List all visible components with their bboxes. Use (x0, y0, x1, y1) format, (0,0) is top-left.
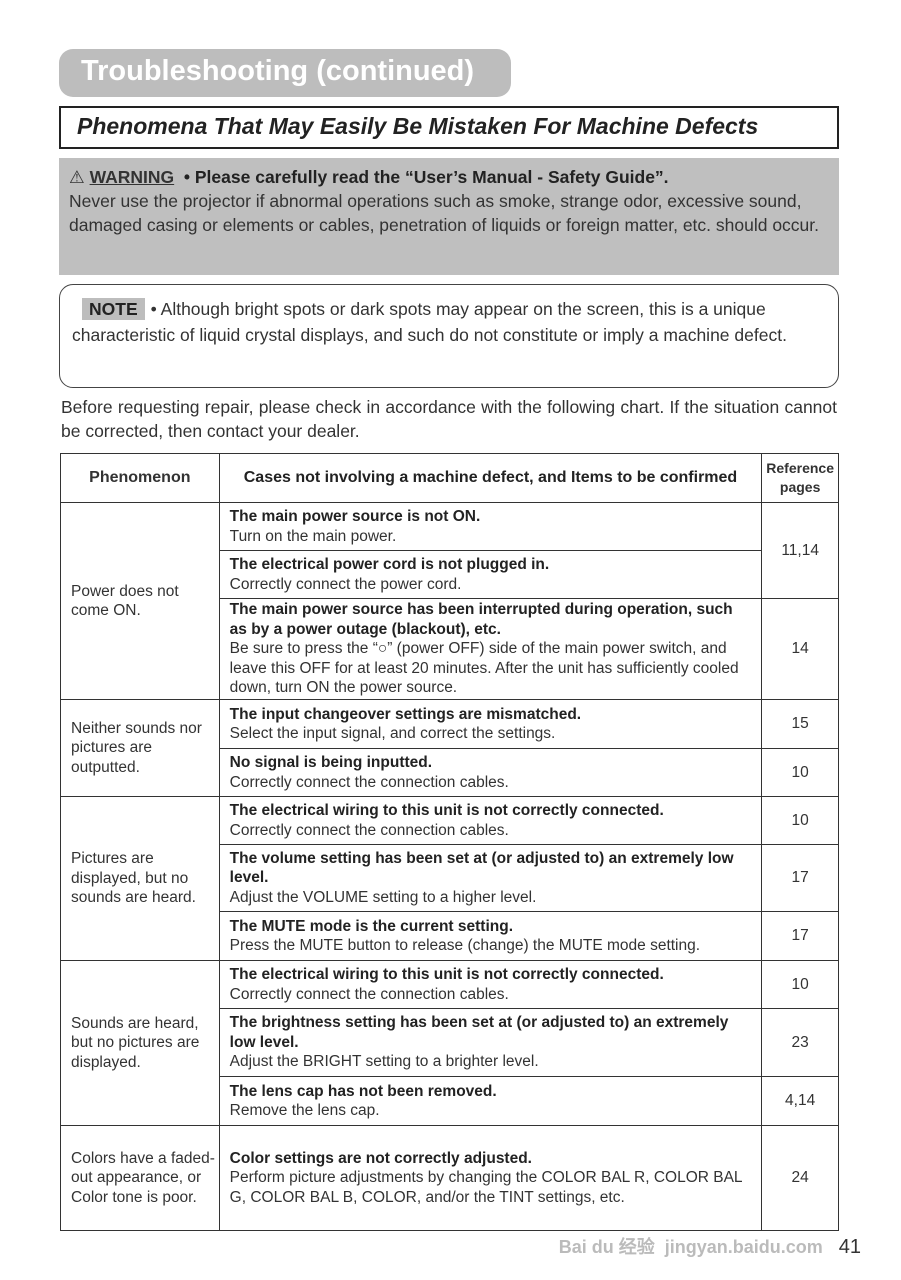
warning-lead: • Please carefully read the “User’s Manu… (183, 167, 669, 187)
table-row: The brightness setting has been set at (… (61, 1008, 839, 1077)
case-text: Remove the lens cap. (229, 1102, 380, 1119)
watermark-logo-text: Bai du 经验 (558, 1237, 655, 1257)
case-cell: The MUTE mode is the current setting. Pre… (218, 911, 763, 961)
reference-cell: 24 (761, 1125, 839, 1231)
intro-paragraph: Before requesting repair, please check i… (61, 397, 837, 441)
reference-cell: 15 (761, 699, 839, 749)
lower-section: Phenomenon Cases not involving a machine… (60, 453, 861, 1259)
case-cell: The volume setting has been set at (or a… (218, 844, 763, 912)
reference-cell: 14 (761, 598, 839, 700)
section-subtitle: Phenomena That May Easily Be Mistaken Fo… (59, 106, 839, 149)
table-row: The MUTE mode is the current setting. Pre… (61, 911, 839, 961)
reference-cell: 4,14 (761, 1076, 839, 1126)
case-text: Correctly connect the connection cables. (229, 985, 509, 1003)
reference-cell: 10 (761, 796, 839, 845)
table-row: Colors have a faded- out appearance, or … (60, 1125, 839, 1231)
case-cell: The electrical wiring to this unit is no… (218, 796, 763, 845)
case-text: Adjust the BRIGHT setting to a brighter … (229, 1053, 539, 1071)
phenomenon-cell: Pictures are displayed, but no sounds ar… (60, 796, 220, 961)
table-row: Pictures are displayed, but no sounds ar… (60, 796, 839, 961)
table-row: The lens cap has not been removed. Remove… (61, 1076, 839, 1126)
phenomenon-cell: Sounds are heard, but no pictures are di… (60, 960, 220, 1126)
case-text: Perform picture adjustments by changing … (229, 1169, 742, 1206)
warning-label: WARNING (89, 167, 175, 187)
note-label: NOTE (82, 298, 145, 320)
case-title: The MUTE mode is the current setting. (229, 917, 514, 935)
table-row: Power does not come ON. The main power so… (60, 502, 839, 700)
table-row: The electrical power cord is not plugged… (61, 550, 839, 599)
table-row: The main power source has been interrupt… (61, 598, 839, 700)
troubleshooting-table: Phenomenon Cases not involving a machine… (60, 453, 839, 1231)
watermark-logo: Bai du 经验 jingyan.baidu.com (559, 1235, 823, 1259)
reference-cell: 10 (761, 748, 839, 797)
case-text: Correctly connect the power cord. (229, 575, 462, 593)
case-text: Press the MUTE button to release (change… (229, 937, 701, 954)
case-text: Turn on the main power. (229, 527, 397, 545)
case-title: The brightness setting has been set at (… (229, 1014, 729, 1051)
case-title: The electrical wiring to this unit is no… (229, 802, 664, 819)
page-footer: Bai du 经验 jingyan.baidu.com 41 (60, 1235, 861, 1259)
header-reference: Reference pages (761, 453, 839, 503)
warning-box: ⚠ WARNING • Please carefully read the “U… (59, 158, 839, 275)
table-row: Sounds are heard, but no pictures are di… (60, 960, 839, 1126)
case-title: The electrical wiring to this unit is no… (229, 966, 664, 983)
table-row: Neither sounds nor pictures are outputte… (60, 699, 839, 797)
case-title: The input changeover settings are mismat… (229, 705, 582, 723)
case-cell: The main power source has been interrupt… (218, 598, 763, 700)
watermark-url: jingyan.baidu.com (664, 1237, 823, 1257)
case-text: Select the input signal, and correct the… (229, 725, 556, 742)
header-cases: Cases not involving a machine defect, an… (218, 453, 763, 503)
page-number: 41 (838, 1236, 861, 1258)
phenomenon-cell: Neither sounds nor pictures are outputte… (60, 699, 220, 797)
reference-cell: 17 (761, 844, 839, 912)
case-title: The volume setting has been set at (or a… (229, 849, 734, 887)
case-title: The electrical power cord is not plugged… (229, 556, 550, 573)
phenomenon-cell: Colors have a faded- out appearance, or … (60, 1125, 220, 1231)
note-text: • Although bright spots or dark spots ma… (72, 299, 787, 345)
header-phenomenon: Phenomenon (60, 453, 220, 503)
case-title: The main power source is not ON. (229, 508, 481, 525)
case-cell: Color settings are not correctly adjuste… (218, 1125, 763, 1231)
reference-cell: 23 (761, 1008, 839, 1077)
case-title: The lens cap has not been removed. (229, 1082, 497, 1100)
case-text: Correctly connect the connection cables. (229, 821, 509, 839)
case-title: Color settings are not correctly adjuste… (229, 1149, 532, 1167)
case-cell: The electrical wiring to this unit is no… (218, 960, 763, 1009)
case-cell: No signal is being inputted. Correctly co… (218, 748, 763, 797)
reference-cell: 10 (761, 960, 839, 1009)
case-text: Adjust the VOLUME setting to a higher le… (229, 888, 537, 906)
case-cell: The brightness setting has been set at (… (218, 1008, 763, 1077)
table-row: No signal is being inputted. Correctly co… (61, 748, 839, 797)
case-cell: The main power source is not ON. Turn on … (218, 502, 763, 551)
case-cell: The lens cap has not been removed. Remove… (218, 1076, 763, 1126)
case-cell: The input changeover settings are mismat… (218, 699, 763, 749)
case-cell: The electrical power cord is not plugged… (218, 550, 763, 599)
reference-cell: 17 (761, 911, 839, 961)
case-text: Correctly connect the connection cables. (229, 773, 509, 791)
note-box: NOTE • Although bright spots or dark spot… (59, 284, 839, 388)
case-title: The main power source has been interrupt… (229, 601, 733, 638)
page-title: Troubleshooting (continued) (59, 49, 511, 97)
case-title: No signal is being inputted. (229, 754, 433, 771)
reference-cell: 11,14 (761, 502, 839, 599)
phenomenon-cell: Power does not come ON. (60, 502, 220, 700)
warning-text: Never use the projector if abnormal oper… (69, 191, 820, 235)
case-text: Be sure to press the “○” (power OFF) sid… (229, 640, 739, 697)
warning-triangle-icon: ⚠ (69, 167, 85, 187)
